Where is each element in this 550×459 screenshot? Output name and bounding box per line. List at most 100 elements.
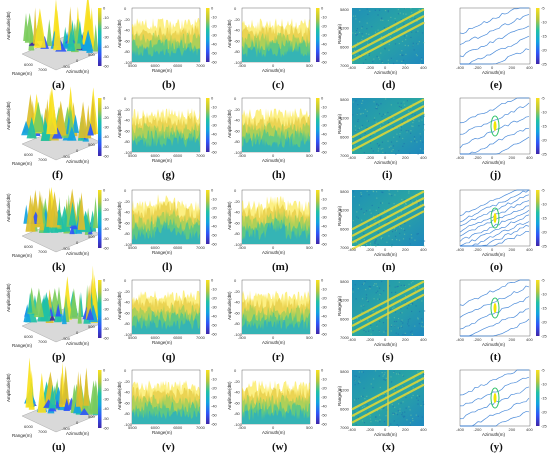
y-tick-label: 5800: [340, 279, 350, 284]
speckle: [397, 285, 399, 287]
speckle: [370, 383, 372, 385]
z-axis-label: Azimuth(m): [66, 251, 90, 256]
colorbar-tick: -50: [103, 54, 110, 59]
speckle: [388, 235, 390, 237]
speckle: [364, 398, 366, 400]
speckle: [377, 298, 379, 300]
surface-peak: [46, 86, 58, 135]
speckle: [378, 56, 380, 58]
y-tick-label: -40: [234, 28, 241, 33]
speckle: [396, 127, 398, 129]
speckle: [363, 238, 365, 241]
y-tick-label: 6200: [340, 298, 350, 303]
speckle: [389, 285, 391, 287]
speckle: [400, 402, 402, 404]
colorbar-tick: -40: [211, 224, 218, 229]
colorbar-tick: 0: [321, 6, 324, 11]
colorbar-tick: -40: [103, 134, 110, 139]
speckle: [367, 120, 369, 122]
speckle: [380, 52, 382, 54]
speckle: [352, 32, 354, 34]
speckle: [355, 34, 357, 36]
speckle: [393, 203, 395, 205]
tick-label: 7000: [38, 67, 48, 72]
speckle: [377, 420, 379, 422]
speckle: [399, 372, 401, 374]
speckle: [403, 118, 405, 120]
speckle: [417, 204, 419, 206]
y-tick-label: 7000: [340, 425, 350, 430]
speckle: [377, 290, 379, 292]
speckle: [354, 54, 356, 56]
y-tick-label: -20: [124, 199, 131, 204]
speckle: [414, 287, 416, 290]
x-tick-label: -500: [238, 153, 247, 158]
colorbar-tick: 0: [321, 188, 324, 193]
speckle: [393, 306, 395, 308]
x-axis-label: Azimuth(m): [262, 158, 286, 163]
colorbar-tick: -50: [103, 236, 110, 241]
speckle: [369, 142, 372, 144]
speckle: [364, 108, 367, 111]
x-axis-label: Azimuth(m): [482, 160, 506, 165]
speckle: [357, 397, 360, 400]
speckle: [406, 307, 408, 309]
speckle: [394, 291, 397, 293]
speckle: [354, 129, 357, 131]
speckle: [363, 387, 365, 389]
speckle: [361, 124, 364, 127]
speckle: [361, 33, 363, 35]
colorbar-tick: -60: [211, 332, 218, 337]
surface-peak: [68, 201, 77, 226]
speckle: [359, 136, 361, 138]
x-tick-label: 200: [509, 65, 516, 70]
speckle: [409, 424, 411, 426]
speckle: [395, 373, 398, 375]
speckle: [396, 31, 398, 33]
speckle: [421, 102, 423, 104]
speckle: [389, 36, 392, 38]
colorbar-tick: -25: [541, 152, 548, 157]
colorbar-tick: -30: [321, 395, 328, 400]
y-tick-label: -100: [234, 422, 243, 427]
speckle: [363, 212, 365, 214]
speckle: [403, 233, 406, 235]
colorbar-tick: 0: [211, 6, 214, 11]
x-tick-label: 400: [420, 337, 427, 342]
speckle: [378, 145, 380, 147]
colorbar: [536, 370, 540, 426]
colorbar-tick: -10: [211, 287, 218, 292]
panel-label: (w): [272, 441, 288, 453]
surface-peak: [72, 114, 80, 133]
colorbar: [206, 370, 210, 424]
speckle: [356, 317, 358, 320]
speckle: [367, 43, 369, 45]
speckle: [418, 202, 420, 204]
x-axis-label: Range(m): [152, 158, 173, 163]
x-tick-label: 400: [526, 155, 533, 160]
x-tick-label: 6500: [173, 245, 183, 250]
speckle: [388, 146, 390, 148]
speckle: [408, 304, 410, 307]
contour-peak: [493, 121, 497, 131]
speckle: [393, 371, 395, 373]
speckle: [400, 19, 402, 21]
colorbar-tick: -25: [541, 62, 548, 67]
y-tick-label: 6200: [340, 388, 350, 393]
speckle: [410, 106, 412, 109]
speckle: [396, 60, 398, 62]
x-tick-label: -500: [238, 425, 247, 430]
speckle: [410, 132, 412, 134]
speckle: [370, 313, 372, 315]
speckle: [423, 123, 425, 126]
speckle: [404, 104, 406, 106]
speckle: [359, 9, 361, 11]
speckle: [378, 329, 380, 332]
speckle: [392, 145, 395, 147]
panel-e: -400 -200 0 200 400 Azimuth(m) -5 -10 -15 -20 -25 (…: [456, 6, 548, 92]
speckle: [375, 121, 377, 123]
speckle: [354, 384, 356, 386]
speckle: [393, 370, 395, 373]
colorbar-tick: -10: [211, 105, 218, 110]
panel-label: (x): [382, 441, 395, 453]
